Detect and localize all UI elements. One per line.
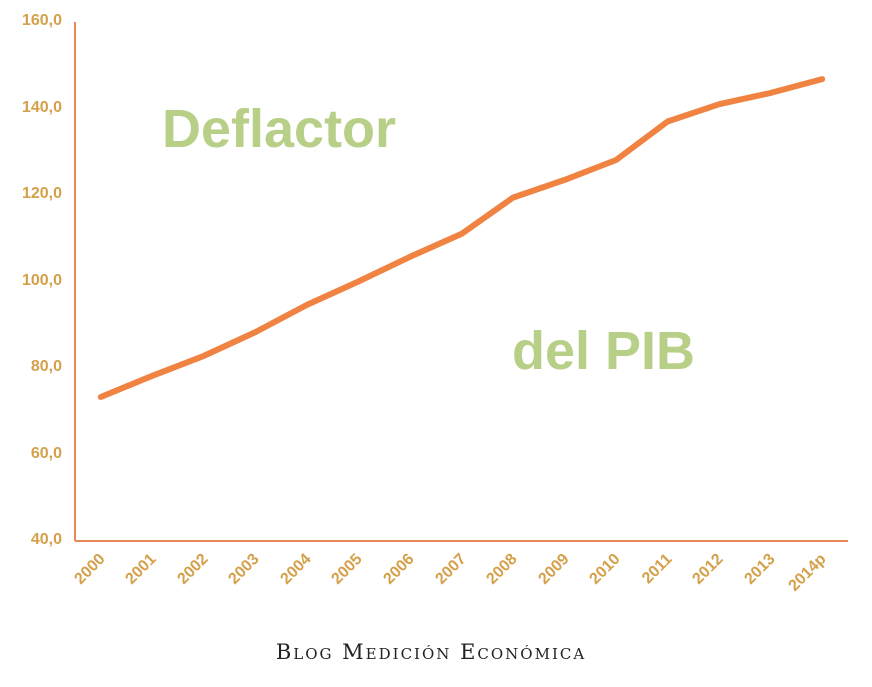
y-tick-label: 80,0 <box>30 358 62 375</box>
footer-credit: Blog Medición Económica <box>275 640 587 664</box>
y-tick-label: 140,0 <box>21 98 62 116</box>
chart-title-part-1: Deflactor <box>162 99 397 159</box>
deflator-series-line <box>97 76 826 400</box>
y-tick-label: 120,0 <box>21 185 62 202</box>
y-tick-label: 40,0 <box>30 531 62 548</box>
y-tick-label: 100,0 <box>21 271 62 289</box>
y-tick-label: 160,0 <box>21 12 62 29</box>
y-tick-label: 60,0 <box>30 444 62 462</box>
chart-title-part-2: del PIB <box>512 321 696 381</box>
